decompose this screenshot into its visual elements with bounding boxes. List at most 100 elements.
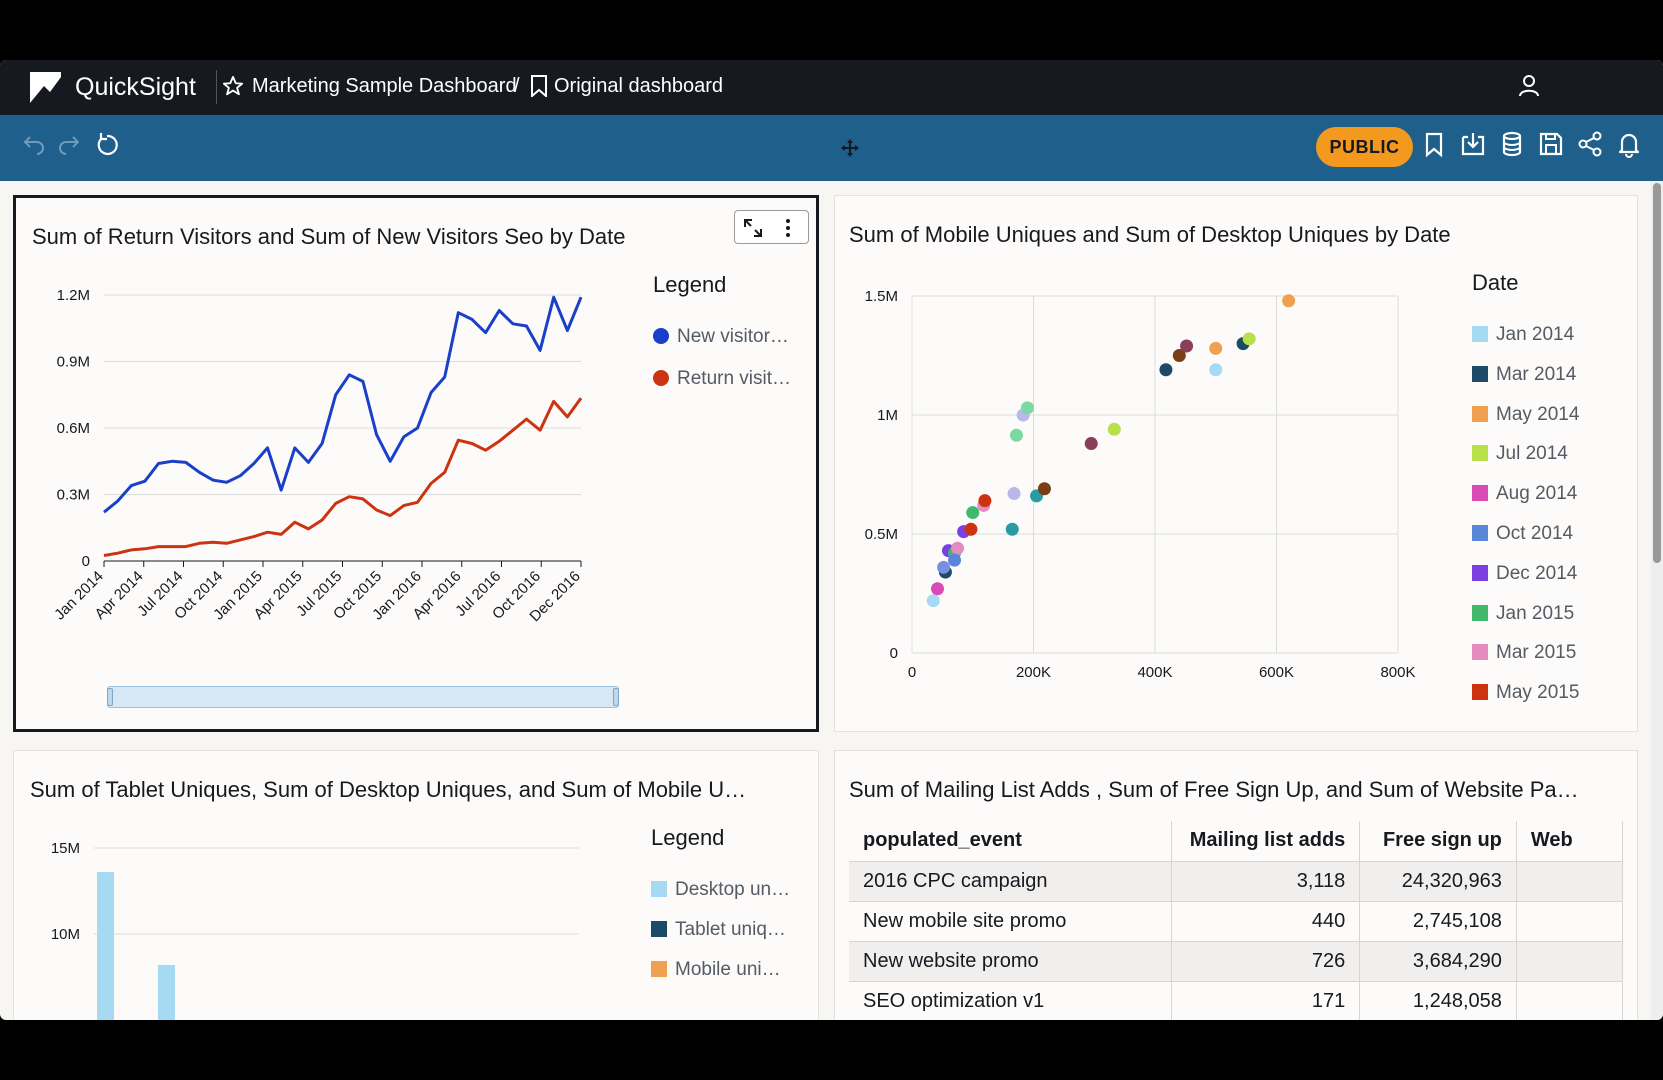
legend-swatch — [1472, 365, 1488, 382]
redo-icon[interactable] — [55, 129, 85, 159]
user-icon[interactable] — [1518, 74, 1540, 104]
table-row[interactable]: SEO optimization v1 171 1,248,058 — [849, 981, 1623, 1020]
scatter-point[interactable] — [948, 553, 962, 567]
table-cell: 2,745,108 — [1359, 901, 1517, 942]
data-table: populated_event Mailing list adds Free s… — [849, 821, 1623, 1020]
legend-item-date[interactable]: Oct 2014 — [1472, 523, 1573, 545]
scatter-point[interactable] — [1180, 339, 1194, 353]
legend-label: Jul 2014 — [1496, 443, 1568, 465]
scatter-point[interactable] — [1159, 363, 1173, 377]
bar[interactable] — [158, 964, 175, 1020]
star-icon[interactable] — [222, 75, 244, 100]
legend-item-date[interactable]: Aug 2014 — [1472, 483, 1577, 505]
breadcrumb-dashboard[interactable]: Marketing Sample Dashboard — [252, 75, 517, 97]
legend-swatch — [1472, 644, 1488, 661]
scatter-point[interactable] — [951, 541, 965, 555]
breadcrumb-sheet[interactable]: Original dashboard — [554, 75, 723, 97]
legend-item-return-visitors[interactable]: Return visit… — [653, 368, 791, 390]
quicksight-logo-icon[interactable] — [30, 72, 61, 103]
y-tick-label: 1.5M — [865, 288, 898, 305]
table-cell: 3,684,290 — [1359, 941, 1517, 982]
notification-bell-icon[interactable] — [1614, 129, 1644, 159]
scatter-point[interactable] — [1282, 294, 1296, 308]
date-range-scrollbar[interactable] — [107, 686, 619, 708]
dashboard-toolbar: PUBLIC — [0, 115, 1663, 181]
legend-swatch — [1472, 684, 1488, 701]
scatter-point[interactable] — [1009, 428, 1023, 442]
line-chart-visual[interactable]: Sum of Return Visitors and Sum of New Vi… — [13, 195, 819, 732]
expand-icon[interactable] — [741, 216, 765, 240]
legend-item-date[interactable]: Jan 2014 — [1472, 324, 1574, 346]
save-icon[interactable] — [1536, 129, 1566, 159]
legend-label: May 2014 — [1496, 403, 1580, 425]
legend-item-date[interactable]: Jan 2015 — [1472, 603, 1574, 625]
legend-item-date[interactable]: Mar 2014 — [1472, 364, 1576, 386]
table-cell: 2016 CPC campaign — [849, 861, 1172, 902]
column-header-website[interactable]: Web — [1516, 821, 1623, 862]
column-header-populated-event[interactable]: populated_event — [849, 821, 1172, 862]
series-line[interactable] — [103, 295, 583, 514]
legend-title: Legend — [651, 825, 725, 850]
bar-chart-visual[interactable]: Sum of Tablet Uniques, Sum of Desktop Un… — [13, 750, 819, 1020]
legend-swatch — [1472, 485, 1488, 502]
legend-item-tablet[interactable]: Tablet uniq… — [651, 919, 786, 941]
public-button[interactable]: PUBLIC — [1316, 127, 1413, 167]
app-window: QuickSight Marketing Sample Dashboard / … — [0, 60, 1663, 1020]
legend-label: May 2015 — [1496, 682, 1580, 704]
reset-icon[interactable] — [92, 129, 122, 159]
scrollbar-thumb[interactable] — [1653, 183, 1661, 563]
scatter-point[interactable] — [1007, 487, 1021, 501]
legend-item-date[interactable]: Dec 2014 — [1472, 563, 1577, 585]
series-line[interactable] — [103, 397, 583, 557]
scatter-point[interactable] — [1209, 363, 1223, 377]
range-handle-left[interactable] — [107, 688, 113, 706]
table-row[interactable]: New website promo 726 3,684,290 — [849, 941, 1623, 982]
column-header-mailing-list-adds[interactable]: Mailing list adds — [1171, 821, 1361, 862]
share-icon[interactable] — [1575, 129, 1605, 159]
legend-item-date[interactable]: May 2014 — [1472, 404, 1579, 426]
scatter-point[interactable] — [1005, 522, 1019, 536]
scatter-point[interactable] — [1172, 349, 1186, 362]
scatter-point[interactable] — [937, 560, 951, 574]
legend-label: Jan 2015 — [1496, 602, 1575, 624]
legend-item-new-visitors[interactable]: New visitor… — [653, 326, 789, 348]
page-scrollbar[interactable] — [1651, 181, 1663, 1020]
legend-item-date[interactable]: Mar 2015 — [1472, 642, 1576, 664]
brand-name[interactable]: QuickSight — [75, 73, 196, 101]
table-cell — [1516, 941, 1623, 982]
scatter-point[interactable] — [1020, 401, 1034, 415]
table-visual[interactable]: Sum of Mailing List Adds , Sum of Free S… — [834, 750, 1638, 1020]
y-tick-label: 1.2M — [57, 287, 90, 304]
scatter-point[interactable] — [1037, 482, 1051, 496]
range-handle-right[interactable] — [613, 688, 619, 706]
undo-icon[interactable] — [18, 129, 48, 159]
scatter-point[interactable] — [1084, 437, 1098, 451]
scatter-point[interactable] — [1209, 341, 1223, 355]
scatter-plot-visual[interactable]: Sum of Mobile Uniques and Sum of Desktop… — [834, 195, 1638, 732]
legend-item-desktop[interactable]: Desktop un… — [651, 879, 790, 901]
legend-item-mobile[interactable]: Mobile uni… — [651, 959, 781, 981]
legend-label: Dec 2014 — [1496, 562, 1578, 584]
bookmark-icon[interactable] — [1419, 129, 1449, 159]
bar[interactable] — [97, 872, 114, 1020]
table-row[interactable]: New mobile site promo 440 2,745,108 — [849, 901, 1623, 942]
scatter-point[interactable] — [931, 582, 945, 596]
bookmark-icon — [530, 75, 548, 100]
export-icon[interactable] — [1458, 129, 1488, 159]
column-header-free-sign-up[interactable]: Free sign up — [1359, 821, 1517, 862]
scatter-point[interactable] — [1107, 422, 1121, 436]
dataset-icon[interactable] — [1497, 129, 1527, 159]
legend-swatch — [1472, 604, 1488, 621]
table-row[interactable]: 2016 CPC campaign 3,118 24,320,963 — [849, 861, 1623, 902]
more-options-icon[interactable] — [783, 216, 793, 240]
scatter-point[interactable] — [964, 522, 978, 536]
scatter-plot: 0 200K 400K 600K 800K 0 0.5M 1M 1.5M — [865, 288, 1416, 681]
scatter-point[interactable] — [966, 506, 980, 520]
scatter-point[interactable] — [978, 494, 992, 508]
legend-item-date[interactable]: Jul 2014 — [1472, 443, 1568, 465]
table-cell: 171 — [1171, 981, 1361, 1020]
scatter-point[interactable] — [926, 594, 940, 608]
move-handle-icon[interactable] — [841, 139, 871, 169]
scatter-point[interactable] — [1242, 332, 1256, 346]
legend-item-date[interactable]: May 2015 — [1472, 682, 1579, 704]
